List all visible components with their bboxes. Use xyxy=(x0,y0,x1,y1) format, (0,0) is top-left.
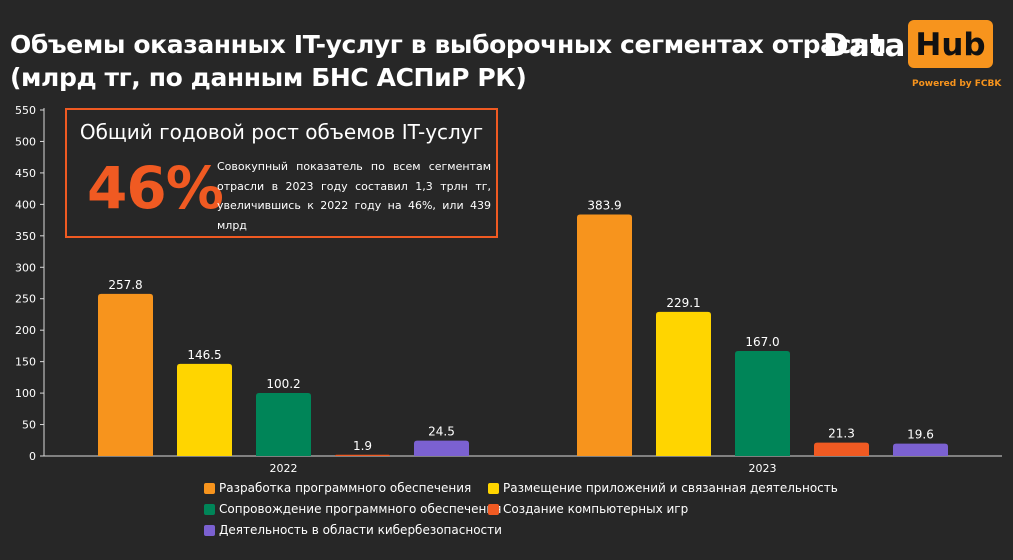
y-tick-label: 250 xyxy=(15,293,36,306)
chart-title-line-2: (млрд тг, по данным БНС АСПиР РК) xyxy=(10,63,527,92)
y-tick-label: 50 xyxy=(22,419,36,432)
logo-hub-box: Hub xyxy=(908,20,993,68)
chart-title-line-1: Объемы оказанных IT-услуг в выборочных с… xyxy=(10,30,887,59)
legend-label: Размещение приложений и связанная деятел… xyxy=(503,481,838,495)
datahub-logo: Data Hub Powered by FCBK xyxy=(818,20,1002,92)
chart-legend: Разработка программного обеспечения Разме… xyxy=(204,480,904,550)
bar xyxy=(577,214,632,456)
bar-value-label: 146.5 xyxy=(187,348,221,362)
bar xyxy=(735,350,790,456)
bar xyxy=(98,293,153,456)
y-tick-label: 450 xyxy=(15,167,36,180)
legend-label: Деятельность в области кибербезопасности xyxy=(219,523,502,537)
bar-value-label: 167.0 xyxy=(745,335,779,349)
logo-word-hub: Hub xyxy=(915,27,986,63)
legend-label: Сопровождение программного обеспечения xyxy=(219,502,502,516)
bar-value-label: 21.3 xyxy=(828,427,855,441)
bar xyxy=(656,311,711,456)
bar-value-label: 24.5 xyxy=(428,425,455,439)
callout-description: Совокупный показатель по всем сегментам … xyxy=(217,160,491,232)
y-tick-label: 100 xyxy=(15,387,36,400)
bar xyxy=(177,363,232,456)
bar xyxy=(335,454,390,456)
growth-callout-box: Общий годовой рост объемов IT-услуг 46% … xyxy=(65,108,498,238)
bar-value-label: 383.9 xyxy=(587,198,621,212)
bar-value-label: 1.9 xyxy=(353,439,372,453)
legend-label: Создание компьютерных игр xyxy=(503,502,689,516)
y-tick-label: 400 xyxy=(15,198,36,211)
bar xyxy=(256,392,311,456)
logo-tagline: Powered by FCBK xyxy=(912,79,1002,89)
legend-swatch xyxy=(488,504,499,515)
y-tick-label: 150 xyxy=(15,356,36,369)
legend-swatch xyxy=(204,483,215,494)
logo-word-data: Data xyxy=(823,28,906,64)
chart-title: Объемы оказанных IT-услуг в выборочных с… xyxy=(10,28,887,94)
bar-value-label: 100.2 xyxy=(266,377,300,391)
bar-value-label: 257.8 xyxy=(108,278,142,292)
bar-value-label: 229.1 xyxy=(666,296,700,310)
legend-swatch xyxy=(488,483,499,494)
bar xyxy=(814,442,869,456)
legend-swatch xyxy=(204,504,215,515)
x-category-label: 2022 xyxy=(270,462,298,475)
y-tick-label: 200 xyxy=(15,324,36,337)
bar xyxy=(893,443,948,456)
y-tick-label: 0 xyxy=(29,450,36,463)
bar-value-label: 19.6 xyxy=(907,428,934,442)
y-tick-label: 500 xyxy=(15,135,36,148)
y-tick-label: 350 xyxy=(15,230,36,243)
legend-label: Разработка программного обеспечения xyxy=(219,481,472,495)
callout-heading: Общий годовой рост объемов IT-услуг xyxy=(79,120,484,144)
callout-growth-value: 46% xyxy=(87,154,224,222)
bar xyxy=(414,440,469,456)
y-tick-label: 550 xyxy=(15,104,36,117)
legend-swatch xyxy=(204,525,215,536)
x-category-label: 2023 xyxy=(749,462,777,475)
y-tick-label: 300 xyxy=(15,261,36,274)
